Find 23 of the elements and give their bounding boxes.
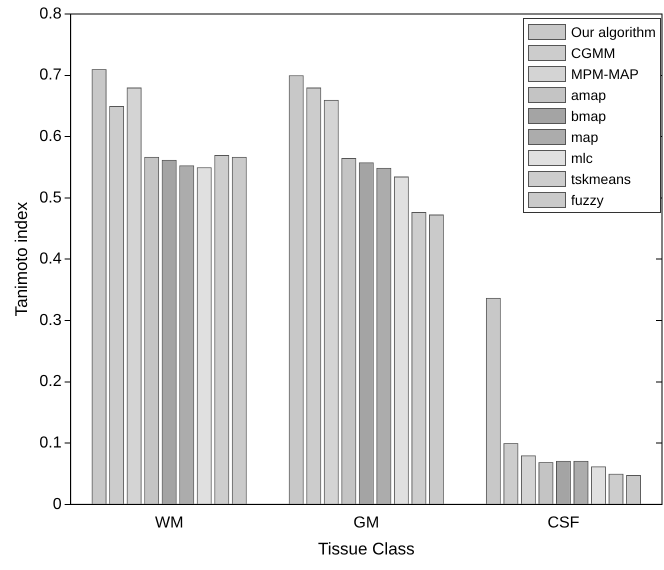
legend-label: mlc — [571, 150, 593, 166]
y-tick-label: 0.2 — [39, 373, 62, 390]
legend-label: CGMM — [571, 44, 616, 60]
y-tick-label: 0.1 — [39, 434, 62, 452]
legend-label: MPM-MAP — [571, 66, 639, 82]
y-tick-label: 0.4 — [39, 250, 62, 268]
legend-label: map — [571, 128, 598, 144]
y-tick-label: 0.7 — [39, 66, 62, 84]
y-tick-label: 0.3 — [39, 312, 62, 329]
x-axis-title: Tissue Class — [318, 539, 415, 558]
y-tick-label: 0.6 — [39, 128, 62, 146]
legend-label: amap — [571, 86, 606, 102]
x-tick-label: GM — [353, 514, 380, 532]
x-tick-label: WM — [154, 514, 184, 532]
y-axis-title: Tanimoto index — [12, 202, 31, 316]
y-tick-label: 0.8 — [39, 5, 62, 22]
y-tick-label: 0.5 — [39, 189, 62, 206]
legend-label: bmap — [571, 108, 606, 124]
legend-label: tskmeans — [571, 170, 631, 186]
x-tick-label: CSF — [547, 514, 580, 532]
y-tick-label: 0 — [52, 496, 62, 513]
legend-label: Our algorithm — [571, 24, 656, 40]
legend-label: fuzzy — [571, 192, 604, 208]
